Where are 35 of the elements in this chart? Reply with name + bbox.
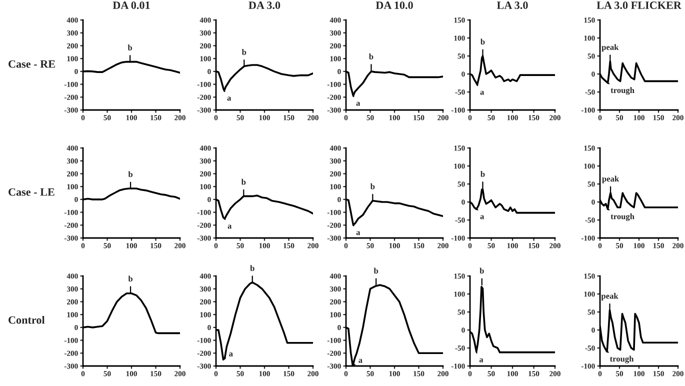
annotation: b xyxy=(128,171,133,178)
annotation: b xyxy=(480,38,485,45)
annotation: peak xyxy=(602,176,620,184)
annotation: a xyxy=(229,352,233,356)
chart-title: LA 3.0 FLICKER xyxy=(596,2,682,10)
annotation: trough xyxy=(610,213,634,221)
annotation: b xyxy=(242,49,246,55)
annotation: b xyxy=(369,54,374,60)
annotation: b xyxy=(241,178,246,185)
annotation: a xyxy=(228,224,232,229)
annotation: b xyxy=(128,276,133,282)
annotation: b xyxy=(480,171,485,177)
annotation: a xyxy=(480,215,484,220)
annotation: b xyxy=(480,268,484,274)
annotation: b xyxy=(370,183,375,190)
annotation: trough xyxy=(610,87,634,95)
annotation: a xyxy=(356,102,360,106)
annotation: a xyxy=(480,90,484,95)
annotation: a xyxy=(356,231,360,236)
chart-title: LA 3.0 xyxy=(496,2,528,10)
annotation: trough xyxy=(610,356,634,364)
annotation: b xyxy=(250,265,254,272)
text: Control xyxy=(8,316,45,324)
chart-title: DA 3.0 xyxy=(248,2,280,10)
annotation: peak xyxy=(601,292,618,300)
annotation: a xyxy=(479,358,484,362)
annotation: peak xyxy=(602,44,619,52)
chart-title: DA 0.01 xyxy=(112,2,150,10)
annotation: a xyxy=(358,358,362,363)
annotation: a xyxy=(227,96,232,101)
chart-title: DA 10.0 xyxy=(376,2,413,10)
annotation: b xyxy=(374,268,378,274)
text: Case - RE xyxy=(8,60,55,68)
annotation: b xyxy=(128,44,132,50)
text: Case - LE xyxy=(8,188,54,196)
